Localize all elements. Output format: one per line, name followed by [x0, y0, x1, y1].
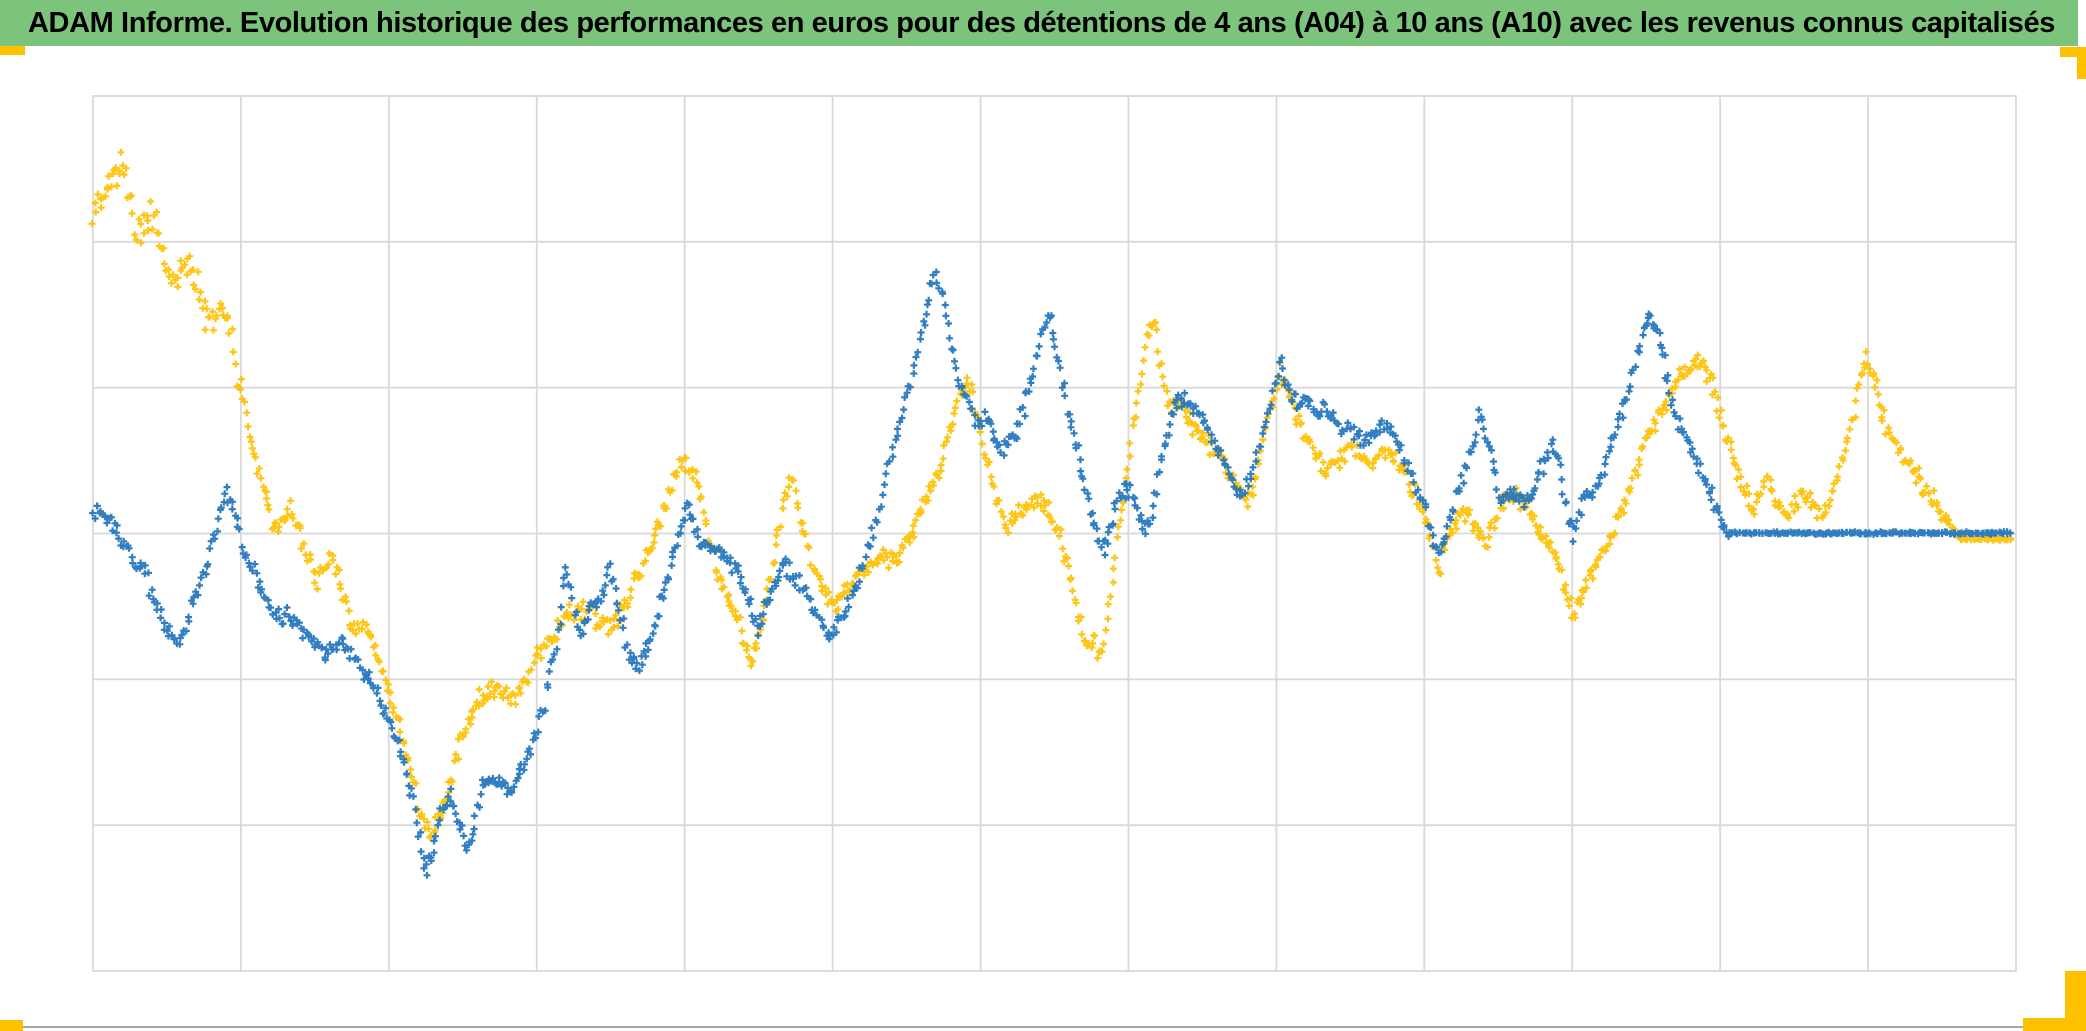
selection-accent-top-left — [0, 46, 25, 55]
bottom-rule — [0, 1026, 2086, 1028]
plot-area-border — [92, 95, 2017, 972]
selection-accent-top-right-foot — [2060, 47, 2086, 57]
selection-accent-bottom-right-foot — [2023, 1018, 2086, 1031]
selection-accent-bottom-left — [0, 1020, 23, 1031]
selection-accent-bottom-right-bar — [2065, 971, 2086, 1031]
gridlines — [93, 96, 2016, 971]
series-blue-points — [89, 268, 2014, 879]
series-gold-points — [88, 148, 2015, 841]
title-bar: ADAM Informe. Evolution historique des p… — [0, 0, 2078, 46]
selection-accent-top-right-bar — [2077, 47, 2086, 79]
page-title: ADAM Informe. Evolution historique des p… — [28, 6, 2055, 39]
